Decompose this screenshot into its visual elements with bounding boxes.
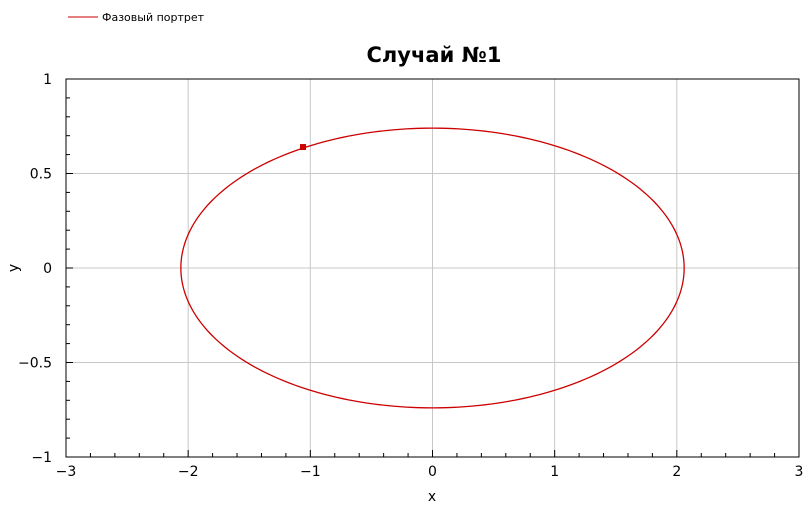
x-tick-label: −2 xyxy=(178,464,199,480)
x-axis-label: x xyxy=(428,489,436,505)
y-tick-labels: −1 −0.5 0 0.5 1 xyxy=(18,72,52,466)
series-line xyxy=(180,127,685,409)
x-tick-label: −1 xyxy=(300,464,321,480)
y-tick-label: −0.5 xyxy=(18,356,52,372)
grid-lines xyxy=(66,79,799,457)
series-layer xyxy=(180,127,685,409)
x-tick-label: 2 xyxy=(672,464,681,480)
y-tick-label: 1 xyxy=(43,72,52,88)
plot-frame xyxy=(65,78,800,458)
y-tick-label: 0.5 xyxy=(30,167,52,183)
chart-title: Случай №1 xyxy=(367,43,502,67)
y-tick-label: −1 xyxy=(31,450,52,466)
series-marker xyxy=(300,144,307,151)
x-tick-label: 1 xyxy=(550,464,559,480)
x-tick-label: 3 xyxy=(795,464,804,480)
y-axis-label: y xyxy=(6,264,22,272)
legend: Фазовый портрет xyxy=(68,11,205,24)
legend-entry-label: Фазовый портрет xyxy=(102,11,205,24)
y-tick-label: 0 xyxy=(43,261,52,277)
x-tick-labels: −3 −2 −1 0 1 2 3 xyxy=(56,464,804,480)
x-tick-label: 0 xyxy=(428,464,437,480)
x-tick-label: −3 xyxy=(56,464,77,480)
